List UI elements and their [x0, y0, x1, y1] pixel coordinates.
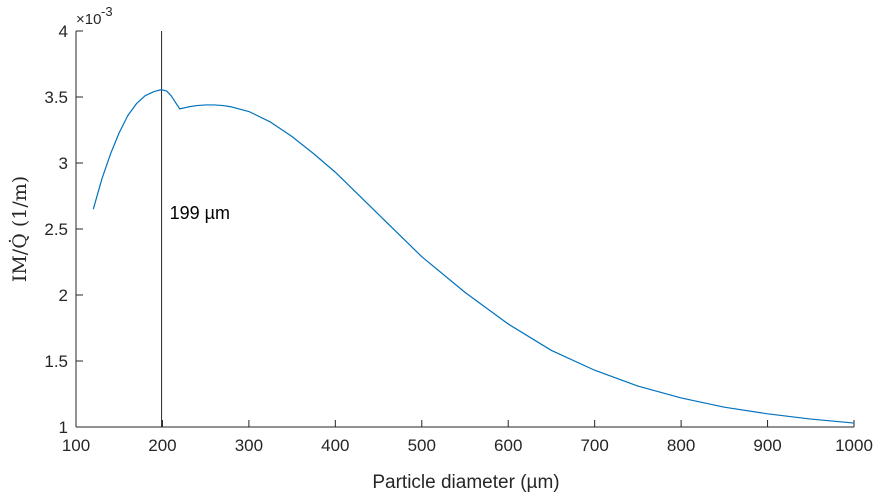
- series-layer: [92, 31, 855, 427]
- x-tick-label: 900: [753, 436, 781, 455]
- y-tick-label: 3: [59, 154, 68, 173]
- y-tick-label: 3.5: [44, 88, 68, 107]
- x-tick-label: 500: [408, 436, 436, 455]
- series-line: [92, 89, 855, 424]
- x-tick-label: 700: [580, 436, 608, 455]
- y-axis-label: IM/Q̇ (1/m): [9, 176, 31, 282]
- tick-labels: 100 200 300 400 500 600 700 800 900 1000 1 1.5 2 2.5 3…: [44, 22, 873, 455]
- x-tick-label: 400: [321, 436, 349, 455]
- x-axis-label: Particle diameter (µm): [372, 472, 559, 493]
- y-exponent-base: ×10: [76, 11, 101, 28]
- axes: [75, 30, 855, 428]
- x-tick-label: 800: [667, 436, 695, 455]
- y-tick-label: 1: [59, 418, 68, 437]
- x-tick-label: 1000: [835, 436, 873, 455]
- y-exponent-power: -3: [101, 4, 113, 19]
- y-tick-label: 1.5: [44, 352, 68, 371]
- x-tick-label: 100: [62, 436, 90, 455]
- x-tick-label: 300: [235, 436, 263, 455]
- y-tick-label: 2: [59, 286, 68, 305]
- y-tick-label: 2.5: [44, 220, 68, 239]
- x-tick-label: 600: [494, 436, 522, 455]
- y-tick-label: 4: [59, 22, 68, 41]
- annotation-label: 199 µm: [170, 203, 230, 223]
- x-tick-label: 200: [148, 436, 176, 455]
